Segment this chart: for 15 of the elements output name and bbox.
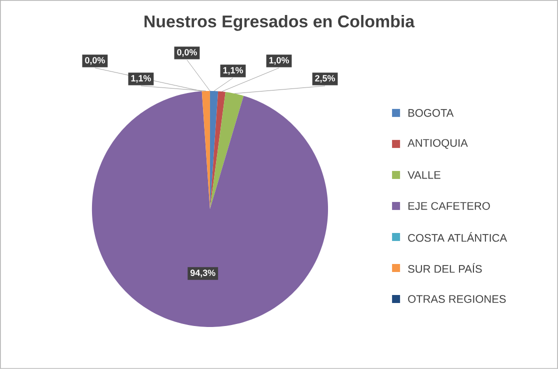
text: 0,0% xyxy=(85,57,105,65)
legend-label: COSTA ATLÁNTICA xyxy=(408,232,508,242)
data-label: 94,3% xyxy=(190,270,216,278)
legend-label: BOGOTA xyxy=(408,109,454,117)
legend-label: EJE CAFETERO xyxy=(408,202,490,210)
data-label: 1,1% xyxy=(131,75,151,83)
chart-title: Nuestros Egresados en Colombia xyxy=(144,15,415,31)
legend-label: SUR DEL PAÍS xyxy=(408,263,482,273)
data-label: 1,1% xyxy=(223,67,243,75)
legend-label: VALLE xyxy=(408,171,440,179)
legend-label: OTRAS REGIONES xyxy=(408,295,506,303)
data-label: 2,5% xyxy=(315,75,336,83)
data-label: 1,0% xyxy=(269,57,289,65)
legend-label: ANTIOQUIA xyxy=(408,139,468,149)
text: 0,0% xyxy=(177,49,197,57)
